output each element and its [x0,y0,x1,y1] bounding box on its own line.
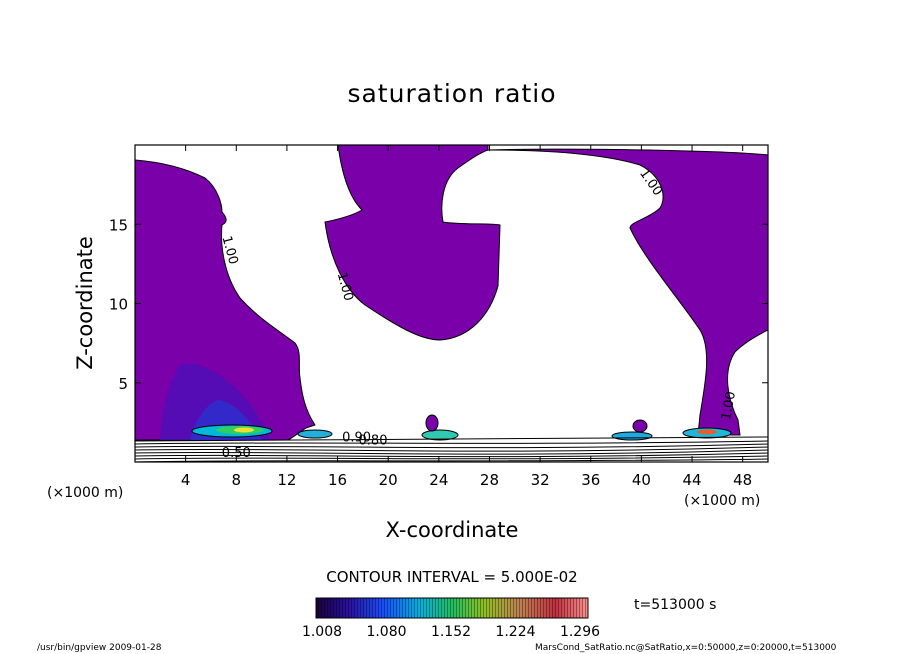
x-unit-label-right: (×1000 m) [684,493,760,509]
cloud-blob [697,429,717,435]
x-tick-label: 20 [379,471,398,489]
chart-title: saturation ratio [347,79,556,108]
colorbar-tick-label: 1.296 [560,624,600,640]
x-axis-label: X-coordinate [386,518,519,542]
colorbar-bands [316,598,588,618]
surface-contour-lines [135,436,768,462]
y-tick-label: 15 [109,216,128,234]
contour-label: 1.00 [719,390,739,421]
x-tick-label: 12 [277,471,296,489]
cloud-blob [421,429,459,441]
colorbar-tick-label: 1.224 [495,624,535,640]
contour-label: 0.90 [342,430,371,445]
x-tick-label: 40 [632,471,651,489]
colorbar-tick-label: 1.008 [302,624,342,640]
saturated-region-middle [324,145,501,341]
contour-field [135,145,768,462]
x-tick-label: 36 [581,471,600,489]
saturated-region-right [487,148,768,436]
x-tick-label: 4 [181,471,191,489]
colorbar-tick-labels: 1.008 1.080 1.152 1.224 1.296 [302,624,600,640]
y-tick-label: 10 [109,296,128,314]
cloud-blob [234,427,254,433]
footer-right: MarsCond_SatRatio.nc@SatRatio,x=0:50000,… [535,643,837,653]
footer-left: /usr/bin/gpview 2009-01-28 [37,643,162,653]
x-tick-label: 32 [531,471,550,489]
colorbar-tick-label: 1.152 [431,624,471,640]
cloud-blob [611,431,653,441]
y-tick-label: 5 [118,375,128,393]
cloud-blob [425,414,439,432]
y-axis-label: Z-coordinate [73,236,97,370]
x-unit-label-left: (×1000 m) [47,485,123,501]
contour-interval-text: CONTOUR INTERVAL = 5.000E-02 [326,568,577,586]
cloud-blob [297,429,333,439]
time-label: t=513000 s [634,597,716,613]
y-axis-ticks: 5 10 15 [109,216,768,393]
x-axis-ticks: 4 8 12 16 20 24 28 32 36 40 44 48 [181,145,752,489]
contour-label: 1.00 [219,234,241,266]
colorbar-tick-label: 1.080 [366,624,406,640]
x-tick-label: 48 [733,471,752,489]
x-tick-label: 28 [480,471,499,489]
x-tick-label: 8 [232,471,242,489]
x-tick-label: 44 [682,471,701,489]
cloud-blob [632,419,648,433]
contour-label: 0.80 [359,434,388,449]
x-tick-label: 16 [328,471,347,489]
contour-label: 0.50 [222,446,251,461]
contour-label: 1.00 [334,271,356,303]
x-tick-label: 24 [429,471,448,489]
